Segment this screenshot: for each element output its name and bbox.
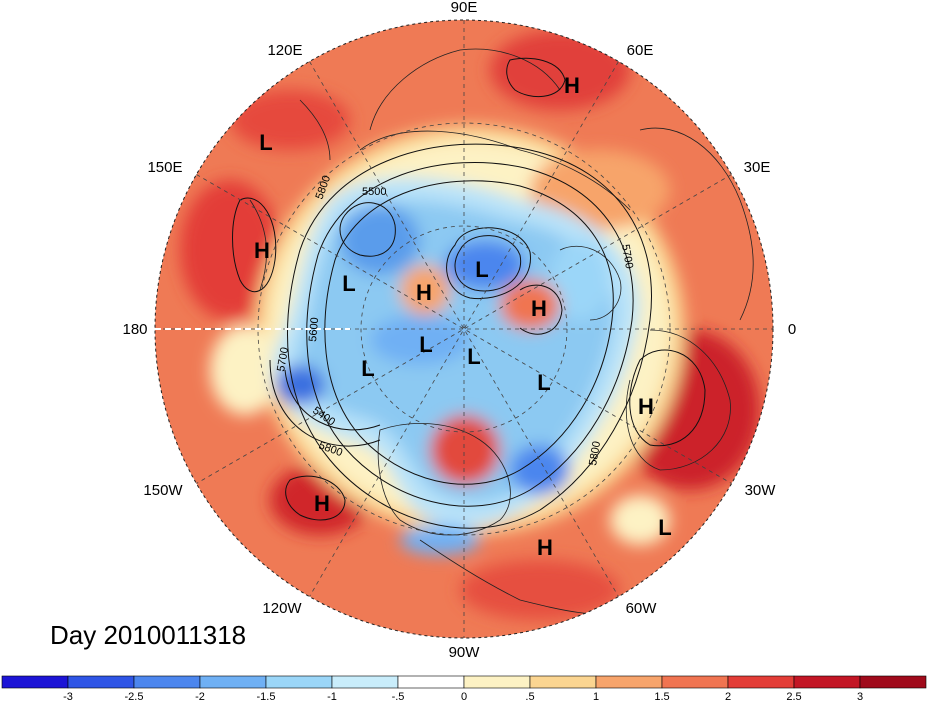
low-marker: L [537,370,550,395]
lon-label-60w: 60W [626,600,658,617]
high-marker: H [314,491,330,516]
high-marker: H [564,73,580,98]
low-marker: L [467,344,480,369]
low-marker: L [259,130,272,155]
high-marker: H [531,296,547,321]
colorbar-tick-label: 2 [725,691,731,702]
colorbar-swatch [859,675,927,689]
lon-label-150e: 150E [147,159,182,176]
lon-label-150w: 150W [143,482,183,499]
colorbar-swatch [265,675,333,689]
colorbar-swatch [463,675,531,689]
anomaly-field [155,20,773,638]
lon-label-120e: 120E [267,42,302,59]
colorbar-swatch [595,675,663,689]
pressure-systems: H L H L L H L H L L L L H H L H [254,73,672,560]
colorbar-tick-label: 1 [593,691,599,702]
low-marker: L [475,257,488,282]
low-marker: L [658,515,671,540]
low-marker: L [361,356,374,381]
longitude-labels: 90E 120E 60E 150E 30E 180 0 150W 30W 120… [122,0,796,661]
lon-label-90e: 90E [451,0,478,16]
contour-label: 5500 [362,186,386,198]
low-marker: L [419,332,432,357]
contour-label: 5600 [307,317,321,342]
high-marker: H [254,238,270,263]
colorbar-swatch [67,675,135,689]
colorbar-tick-label: -1 [327,691,337,702]
lon-label-30w: 30W [745,482,777,499]
colorbar-tick-label: 2.5 [786,691,801,702]
colorbar-tick-label: -2.5 [125,691,144,702]
colorbar-tick-label: 1.5 [654,691,669,702]
colorbar: -3 -2.5 -2 -1.5 -1 -.5 0 .5 1 1.5 2 2.5 3 [1,675,927,702]
contour-label: 5700 [275,346,291,372]
colorbar-swatch [1,675,69,689]
colorbar-swatch [331,675,399,689]
colorbar-tick-label: 0 [461,691,467,702]
high-marker: H [537,535,553,560]
contour-label: 5800 [587,440,603,466]
colorbar-tick-label: -.5 [392,691,405,702]
day-label: Day 2010011318 [50,620,247,650]
colorbar-swatch [793,675,861,689]
map-boundary [154,19,774,639]
coastlines [249,48,754,615]
lon-label-90w: 90W [449,644,481,661]
lon-label-60e: 60E [627,42,654,59]
colorbar-tick-label: -1.5 [257,691,276,702]
colorbar-tick-label: -2 [195,691,205,702]
graticule [155,20,773,638]
colorbar-tick-label: 3 [857,691,863,702]
low-marker: L [342,271,355,296]
lon-label-180: 180 [122,321,147,338]
height-contours [232,57,706,529]
colorbar-swatch [529,675,597,689]
high-marker: H [638,394,654,419]
colorbar-swatch [727,675,795,689]
lon-label-120w: 120W [262,600,302,617]
contour-label: 5700 [619,243,635,269]
high-marker: H [416,280,432,305]
colorbar-tick-label: .5 [525,691,534,702]
colorbar-swatch [199,675,267,689]
lon-label-0: 0 [788,321,796,338]
colorbar-tick-label: -3 [63,691,73,702]
colorbar-swatch [661,675,729,689]
colorbar-swatch [133,675,201,689]
lon-label-30e: 30E [744,159,771,176]
colorbar-swatch [397,675,465,689]
